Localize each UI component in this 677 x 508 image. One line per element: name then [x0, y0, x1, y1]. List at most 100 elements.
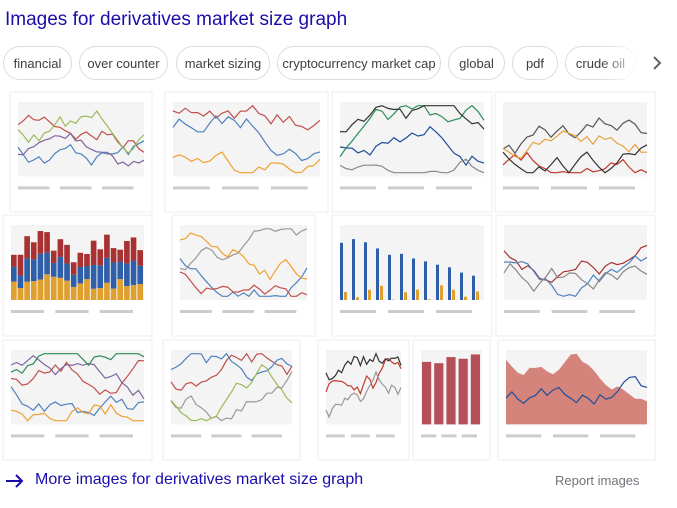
line-shape	[339, 125, 485, 167]
bar-shape	[17, 275, 24, 289]
bar-shape	[90, 264, 97, 289]
bar-shape	[104, 282, 110, 301]
filter-chip[interactable]: pdf	[512, 46, 558, 80]
legend-swatch	[376, 434, 395, 438]
image-thumbnail[interactable]	[317, 339, 410, 461]
image-thumbnail[interactable]	[494, 91, 656, 213]
legend-swatch	[102, 186, 134, 190]
line-shape	[325, 370, 402, 419]
bar-shape	[400, 253, 403, 301]
bar-shape	[476, 291, 479, 301]
legend-swatch	[551, 186, 587, 190]
filter-chip[interactable]: global	[448, 46, 505, 80]
bar-shape	[37, 253, 44, 280]
image-thumbnail[interactable]	[2, 339, 153, 461]
line-shape	[172, 151, 321, 174]
bar-shape	[84, 279, 90, 301]
bar-shape	[11, 254, 17, 267]
bar-shape	[84, 266, 90, 280]
bar-shape	[77, 267, 84, 284]
legend-swatch	[180, 310, 212, 314]
legend-swatch	[436, 310, 472, 314]
bar-shape	[124, 241, 130, 264]
bar-shape	[30, 281, 37, 301]
legend-swatch	[551, 310, 588, 314]
bar-shape	[70, 262, 77, 275]
bar-shape	[77, 283, 84, 301]
bar-shape	[117, 249, 124, 262]
legend-swatch	[264, 310, 297, 314]
line-shape	[10, 403, 144, 422]
plot-area	[11, 350, 144, 425]
image-thumbnail[interactable]	[497, 339, 656, 461]
bar-shape	[130, 260, 137, 286]
legend-swatch	[55, 434, 89, 438]
image-thumbnail[interactable]	[412, 339, 491, 461]
bar-shape	[424, 261, 427, 301]
bar-shape	[416, 289, 419, 301]
plot-area	[171, 350, 292, 425]
line-shape	[502, 130, 647, 159]
filter-chip[interactable]: over counter	[79, 46, 168, 80]
plot-area	[173, 102, 320, 177]
bar-shape	[77, 252, 84, 268]
bar-shape	[57, 256, 64, 278]
legend-swatch	[60, 186, 92, 190]
line-shape	[179, 228, 308, 271]
bar-shape	[70, 274, 77, 287]
bar-shape	[110, 262, 117, 289]
bar-shape	[364, 242, 367, 301]
legend-swatch	[388, 186, 424, 190]
area-shape	[506, 353, 647, 425]
line-shape	[179, 271, 308, 297]
image-thumbnail[interactable]	[164, 91, 329, 213]
legend-swatch	[222, 310, 255, 314]
bar-shape	[458, 358, 468, 425]
bar-shape	[30, 242, 37, 260]
image-thumbnail[interactable]	[331, 91, 493, 213]
line-shape	[505, 375, 648, 406]
plot-area	[326, 350, 401, 425]
filter-chip[interactable]: cryptocurrency market cap	[277, 46, 441, 80]
more-images-link[interactable]: More images for derivatives market size …	[35, 471, 364, 488]
bar-shape	[57, 277, 64, 301]
line-shape	[170, 352, 293, 382]
bar-shape	[340, 242, 343, 301]
image-thumbnail[interactable]	[171, 214, 316, 337]
legend-swatch	[222, 186, 259, 190]
bar-shape	[97, 288, 104, 301]
image-thumbnail[interactable]	[495, 214, 656, 337]
legend-swatch	[99, 434, 133, 438]
line-shape	[17, 109, 145, 154]
bar-shape	[17, 254, 24, 276]
bar-shape	[356, 297, 359, 301]
image-thumbnail[interactable]	[162, 339, 301, 461]
legend-swatch	[599, 310, 636, 314]
bar-shape	[368, 289, 371, 301]
bar-shape	[97, 249, 104, 266]
legend-swatch	[553, 434, 589, 438]
bar-shape	[24, 281, 30, 301]
legend-swatch	[173, 186, 210, 190]
filter-chip[interactable]: financial	[3, 46, 72, 80]
images-heading[interactable]: Images for derivatives market size graph	[5, 9, 348, 30]
legend-swatch	[503, 186, 539, 190]
chip-fade	[600, 44, 677, 84]
plot-area	[340, 102, 484, 177]
bar-shape	[17, 288, 24, 301]
image-thumbnail[interactable]	[9, 91, 153, 213]
line-shape	[502, 144, 648, 174]
filter-chip[interactable]: market sizing	[176, 46, 270, 80]
bar-shape	[24, 258, 30, 282]
plot-area	[18, 102, 144, 177]
line-shape	[179, 232, 308, 281]
line-shape	[17, 132, 145, 167]
legend-swatch	[436, 186, 472, 190]
image-thumbnail[interactable]	[331, 214, 493, 337]
legend-swatch	[506, 434, 542, 438]
scroll-right-arrow[interactable]	[649, 55, 665, 71]
line-shape	[170, 371, 293, 422]
report-images-link[interactable]: Report images	[555, 473, 640, 488]
image-thumbnail[interactable]	[2, 214, 153, 337]
bar-shape	[104, 234, 110, 258]
